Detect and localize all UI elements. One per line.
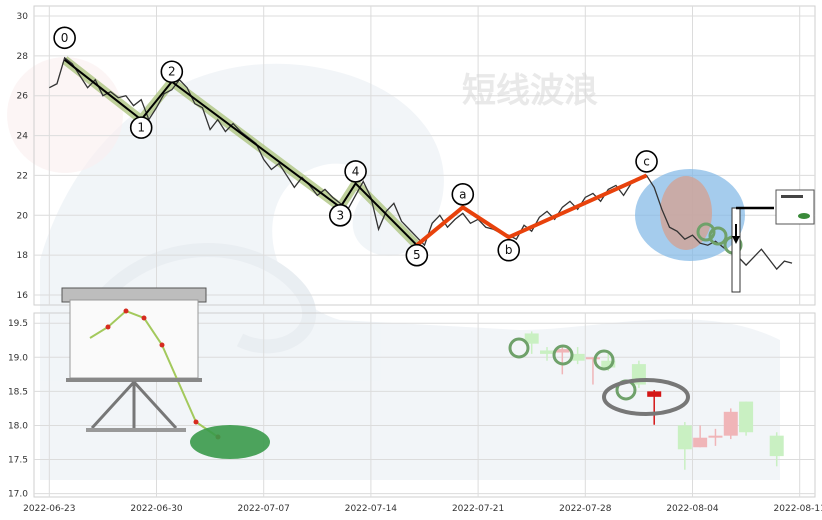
wave-label-text: 4: [352, 164, 360, 178]
candle: [769, 432, 784, 467]
wave-label-text: 5: [413, 248, 421, 262]
lower-plot-area: [33, 312, 816, 498]
upper-plot-area: [33, 5, 816, 306]
x-tick-label: 2022-07-14: [345, 504, 398, 514]
candlestick-series: [524, 331, 784, 470]
upper-y-tick-label: 28: [17, 52, 29, 62]
lower-y-tick-label: 18.0: [8, 421, 28, 431]
x-tick-label: 2022-08-11: [774, 504, 822, 514]
whiteboard-illustration: [61, 287, 270, 459]
x-tick-label: 2022-06-23: [23, 504, 75, 514]
x-tick-label: 2022-07-21: [452, 504, 504, 514]
watermark-text: 短线波浪: [462, 71, 598, 111]
wave-label-text: b: [505, 243, 513, 257]
wave-label-text: 2: [168, 65, 176, 79]
upper-y-tick-label: 18: [17, 251, 29, 261]
candle: [693, 425, 708, 448]
upper-y-tick-label: 24: [17, 132, 29, 142]
candle: [540, 347, 555, 361]
wave-label-1: 1: [129, 116, 153, 139]
wave-lines: [64, 59, 648, 247]
upper-y-tick-label: 16: [17, 291, 29, 301]
upper-y-axis: 16 18 20 22 24 26 28 30: [17, 12, 29, 301]
wave-label-text: 3: [336, 208, 344, 222]
candle: [723, 408, 738, 440]
lower-y-axis: 17.0 17.5 18.0 18.5 19.0 19.5: [8, 319, 28, 499]
x-tick-label: 2022-07-07: [238, 504, 290, 514]
wave-label-2: 2: [160, 60, 184, 84]
lower-y-tick-label: 18.5: [8, 387, 28, 397]
candle: [524, 331, 539, 354]
wave-label-text: c: [643, 154, 650, 168]
lower-y-tick-label: 17.0: [8, 490, 28, 500]
wave-label-5: 5: [405, 243, 429, 267]
x-tick-label: 2022-07-28: [559, 504, 612, 514]
candle: [585, 357, 600, 385]
candle: [570, 347, 585, 365]
wave-label-4: 4: [344, 160, 367, 183]
x-tick-label: 2022-08-04: [666, 504, 719, 514]
upper-y-tick-label: 26: [17, 92, 29, 102]
lower-y-tick-label: 19.5: [8, 319, 28, 329]
up-wave-line: [415, 173, 648, 247]
down-wave-line: [64, 59, 418, 246]
lower-y-tick-label: 19.0: [8, 353, 28, 363]
upper-y-tick-label: 30: [17, 12, 29, 22]
candle-highlight-ellipse: [602, 378, 690, 416]
wave-label-text: a: [459, 187, 466, 201]
candle: [647, 390, 662, 425]
wave-label-3: 3: [328, 204, 352, 227]
x-tick-label: 2022-06-30: [130, 504, 183, 514]
upper-y-tick-label: 20: [17, 211, 29, 221]
wave-point-labels: 0 1 2 3 4 5 a b c: [53, 26, 658, 267]
candle: [677, 422, 692, 470]
wave-label-c: c: [635, 150, 658, 173]
wave-label-0: 0: [53, 26, 76, 50]
wave-label-b: b: [497, 238, 521, 262]
wave-label-a: a: [451, 183, 475, 206]
lower-y-tick-label: 17.5: [8, 456, 28, 466]
candle: [739, 401, 754, 436]
candle: [555, 347, 570, 375]
wave-watermark-image: [7, 57, 780, 480]
candle: [708, 428, 723, 446]
wave-label-text: 0: [61, 31, 69, 45]
upper-y-tick-label: 22: [17, 171, 28, 181]
x-axis: 2022-06-23 2022-06-30 2022-07-07 2022-07-14…: [23, 504, 822, 514]
arrow-callout: [731, 189, 815, 293]
wave-label-text: 1: [137, 121, 145, 135]
